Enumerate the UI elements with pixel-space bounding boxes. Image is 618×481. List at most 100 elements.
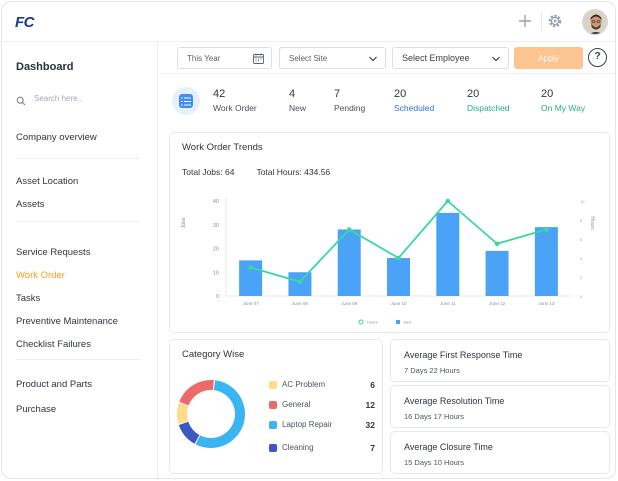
- stat-dispatched[interactable]: 20 Dispatched: [467, 88, 510, 113]
- legend-swatch: [269, 381, 277, 389]
- stat-value: 20: [394, 88, 407, 100]
- hours-point: [248, 265, 253, 270]
- stat-value: 20: [541, 88, 554, 100]
- y2-axis-label: Hours: [589, 216, 595, 230]
- employee-select[interactable]: Select Employee: [392, 47, 509, 69]
- hours-point: [544, 227, 549, 232]
- stat-work-order[interactable]: 42 Work Order: [213, 88, 257, 113]
- sidebar-item-checklist-failures[interactable]: Checklist Failures: [16, 339, 91, 350]
- sidebar-item-company-overview[interactable]: Company overview: [16, 132, 97, 143]
- sidebar-divider: [16, 158, 140, 159]
- category-donut-chart: [177, 380, 245, 448]
- list-icon: [181, 97, 191, 106]
- x-tick-label: June 10: [390, 301, 407, 306]
- average-title: Average Closure Time: [404, 442, 493, 452]
- stat-pending[interactable]: 7 Pending: [334, 88, 365, 113]
- legend-hours-label: Hours: [367, 320, 378, 325]
- average-value: 7 Days 22 Hours: [404, 366, 460, 375]
- jobs-bar: [387, 258, 410, 296]
- y-tick-label: 10: [213, 270, 219, 276]
- stat-on-my-way[interactable]: 20 On My Way: [541, 88, 585, 113]
- category-label: Laptop Repair: [282, 420, 333, 429]
- work-order-trend-chart: 0 10 20 30 40 0 2 4 6 8 10 Jobs Hours June 07 June 08 J…: [181, 197, 595, 325]
- y-tick-label: 20: [213, 247, 219, 253]
- sidebar-title: Dashboard: [16, 61, 74, 73]
- trends-title: Work Order Trends: [182, 142, 263, 153]
- donut-slice-general[interactable]: [179, 380, 214, 406]
- calendar-icon: [253, 53, 264, 64]
- y2-tick-label: 8: [580, 218, 583, 223]
- average-time-card: Average Closure Time 15 Days 10 Hours: [390, 431, 610, 474]
- y2-tick-label: 10: [580, 199, 585, 204]
- stat-label: New: [289, 103, 307, 113]
- sidebar-item-service-requests[interactable]: Service Requests: [16, 247, 91, 258]
- category-count: 6: [370, 380, 375, 390]
- work-order-list-icon: [172, 87, 200, 115]
- gear-icon[interactable]: [547, 13, 563, 29]
- stat-new[interactable]: 4 New: [289, 88, 306, 113]
- search-placeholder: Search here..: [34, 94, 83, 103]
- trend-totals: Total Jobs: 64 Total Hours: 434.56: [182, 167, 330, 177]
- sidebar: Dashboard Search here.. Company overview…: [2, 42, 158, 478]
- category-count: 32: [365, 420, 375, 430]
- total-jobs: Total Jobs: 64: [182, 167, 235, 177]
- sidebar-item-purchase[interactable]: Purchase: [16, 404, 57, 415]
- sidebar-search[interactable]: Search here..: [15, 93, 145, 109]
- sidebar-item-preventive-maintenance[interactable]: Preventive Maintenance: [16, 316, 118, 327]
- x-tick-label: June 12: [489, 301, 506, 306]
- jobs-bar: [337, 229, 361, 296]
- jobs-bar: [288, 272, 312, 296]
- stat-label: Pending: [334, 103, 366, 113]
- category-title: Category Wise: [182, 349, 245, 360]
- topbar-divider: [541, 13, 542, 31]
- donut-slice-cleaning[interactable]: [178, 421, 200, 444]
- date-range-picker[interactable]: This Year: [177, 47, 272, 69]
- average-value: 15 Days 10 Hours: [404, 458, 465, 467]
- jobs-bar: [436, 212, 460, 296]
- stat-scheduled[interactable]: 20 Scheduled: [394, 88, 434, 113]
- filter-bar: This Year Select Site Select Employee Ap…: [159, 42, 615, 74]
- category-wise-card: Category Wise AC Problem 6 General 12 Laptop…: [169, 339, 383, 474]
- chevron-down-icon: [492, 56, 500, 62]
- sidebar-item-product-and-parts[interactable]: Product and Parts: [16, 379, 93, 390]
- help-icon[interactable]: ?: [588, 48, 607, 67]
- app-logo[interactable]: FC: [15, 14, 35, 31]
- stat-value: 42: [213, 88, 226, 100]
- sidebar-item-work-order[interactable]: Work Order: [16, 270, 65, 281]
- stat-label: Dispatched: [467, 103, 510, 113]
- legend-swatch: [269, 444, 277, 452]
- hours-point: [346, 227, 352, 232]
- apply-button[interactable]: Apply: [514, 47, 583, 69]
- plus-icon[interactable]: [517, 13, 533, 29]
- total-hours: Total Hours: 434.56: [256, 167, 331, 177]
- user-avatar[interactable]: [582, 9, 608, 35]
- y2-tick-label: 4: [580, 256, 583, 261]
- x-tick-label: June 09: [341, 301, 358, 306]
- y2-tick-label: 6: [580, 237, 583, 242]
- category-label: AC Problem: [282, 380, 326, 389]
- average-time-card: Average Resolution Time 16 Days 17 Hours: [390, 385, 610, 428]
- average-title: Average First Response Time: [404, 350, 523, 360]
- sidebar-item-asset-location[interactable]: Asset Location: [16, 176, 79, 187]
- site-select[interactable]: Select Site: [279, 47, 386, 69]
- donut-slice-laptop-repair[interactable]: [195, 380, 245, 448]
- donut-slice-ac-problem[interactable]: [177, 402, 189, 424]
- work-order-trends-card: Work Order Trends Total Jobs: 64 Total Ho…: [169, 132, 610, 333]
- stat-value: 4: [289, 88, 296, 100]
- category-label: Cleaning: [282, 443, 314, 452]
- sidebar-item-assets[interactable]: Assets: [16, 199, 45, 210]
- legend-hours-swatch: [358, 319, 364, 325]
- legend-swatch: [269, 401, 277, 409]
- hours-point: [297, 279, 303, 285]
- category-label: General: [282, 400, 311, 409]
- chevron-down-icon: [369, 56, 377, 62]
- sidebar-item-tasks[interactable]: Tasks: [16, 293, 41, 304]
- category-count: 12: [365, 400, 375, 410]
- employee-select-value: Select Employee: [402, 53, 470, 63]
- y-tick-label: 0: [216, 294, 219, 300]
- search-icon: [16, 96, 26, 106]
- x-tick-label: June 11: [440, 301, 456, 306]
- hours-point: [396, 255, 401, 261]
- legend-jobs-label: Jobs: [403, 320, 411, 325]
